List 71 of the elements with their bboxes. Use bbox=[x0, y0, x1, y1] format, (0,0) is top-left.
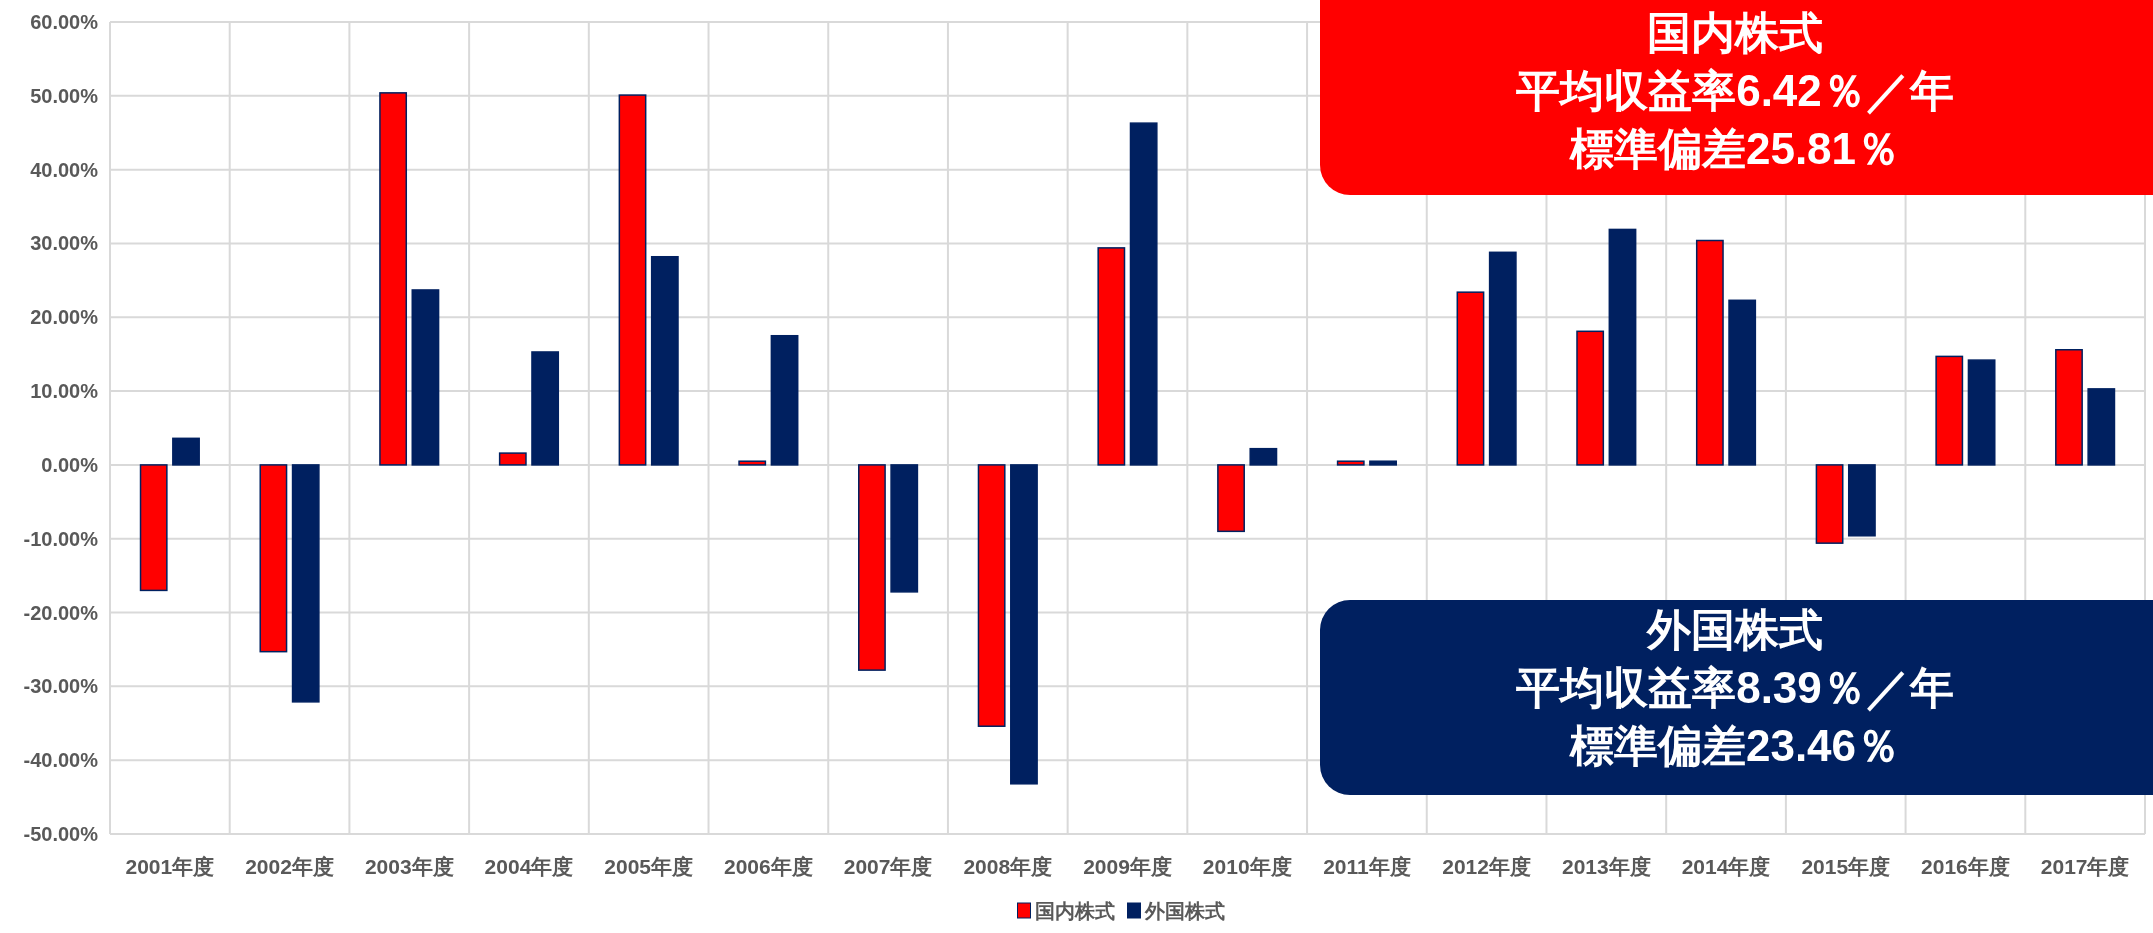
bar bbox=[2087, 388, 2116, 466]
bar bbox=[1728, 299, 1757, 466]
annotation: 平均収益率8.39％／年 bbox=[1516, 663, 1954, 712]
y-tick-label: -10.00% bbox=[23, 527, 99, 550]
bar bbox=[890, 464, 919, 593]
bar bbox=[1815, 464, 1844, 544]
y-tick-label: 50.00% bbox=[30, 84, 99, 107]
x-tick-label: 2017年度 bbox=[2040, 855, 2130, 878]
bar bbox=[1967, 359, 1996, 466]
x-tick-label: 2004年度 bbox=[484, 855, 574, 878]
bar bbox=[738, 460, 767, 466]
legend-label: 外国株式 bbox=[1143, 900, 1225, 922]
bar bbox=[379, 92, 408, 466]
x-tick-label: 2003年度 bbox=[364, 855, 454, 878]
x-tick-label: 2005年度 bbox=[604, 855, 694, 878]
x-tick-label: 2007年度 bbox=[843, 855, 933, 878]
bar bbox=[172, 437, 200, 466]
y-tick-label: 0.00% bbox=[41, 453, 99, 476]
x-tick-label: 2002年度 bbox=[245, 855, 334, 878]
bar bbox=[1576, 330, 1605, 466]
bar bbox=[1249, 447, 1278, 466]
annotation: 平均収益率6.42％／年 bbox=[1516, 66, 1954, 115]
bar bbox=[1456, 291, 1485, 466]
annotation: 標準偏差23.46％ bbox=[1568, 721, 1901, 770]
x-tick-label: 2014年度 bbox=[1681, 855, 1771, 878]
y-tick-label: -20.00% bbox=[23, 601, 99, 624]
x-tick-label: 2009年度 bbox=[1083, 855, 1172, 878]
bar bbox=[291, 464, 320, 703]
x-tick-label: 2016年度 bbox=[1921, 855, 2010, 878]
y-tick-label: 60.00% bbox=[30, 11, 99, 33]
annotation: 外国株式 bbox=[1645, 605, 1823, 654]
bar bbox=[1369, 460, 1397, 466]
y-tick-label: 20.00% bbox=[30, 306, 99, 329]
bar bbox=[1935, 355, 1964, 466]
bar bbox=[1695, 239, 1724, 466]
annotation: 標準偏差25.81％ bbox=[1568, 124, 1901, 173]
bar bbox=[259, 464, 288, 653]
x-tick-label: 2013年度 bbox=[1561, 855, 1651, 878]
x-tick-label: 2006年度 bbox=[724, 855, 813, 878]
bar bbox=[2055, 349, 2083, 466]
bar bbox=[1608, 228, 1637, 466]
bar bbox=[1010, 464, 1038, 785]
bar bbox=[1097, 247, 1126, 466]
y-tick-label: 30.00% bbox=[30, 232, 99, 255]
bar bbox=[1847, 464, 1876, 537]
bar bbox=[411, 289, 440, 466]
annotation: 国内株式 bbox=[1647, 8, 1823, 57]
y-tick-label: -50.00% bbox=[23, 823, 99, 845]
bar bbox=[618, 94, 647, 466]
y-tick-label: 10.00% bbox=[30, 380, 99, 403]
bar bbox=[858, 464, 886, 671]
bar bbox=[770, 334, 799, 466]
y-tick-label: -30.00% bbox=[23, 675, 99, 698]
x-tick-label: 2001年度 bbox=[125, 855, 215, 878]
bar bbox=[1336, 460, 1365, 466]
bar bbox=[531, 351, 560, 466]
bar bbox=[650, 255, 679, 466]
x-tick-label: 2010年度 bbox=[1202, 855, 1292, 878]
bar bbox=[498, 452, 527, 466]
bar bbox=[1488, 251, 1517, 466]
bar bbox=[1217, 464, 1245, 533]
bar bbox=[1129, 122, 1158, 466]
bar bbox=[977, 464, 1006, 727]
x-tick-label: 2011年度 bbox=[1323, 855, 1411, 878]
y-tick-label: 40.00% bbox=[30, 158, 99, 181]
x-tick-label: 2008年度 bbox=[963, 855, 1053, 878]
x-tick-label: 2012年度 bbox=[1442, 855, 1531, 878]
legend-label: 国内株式 bbox=[1034, 900, 1115, 922]
x-tick-label: 2015年度 bbox=[1801, 855, 1891, 878]
bar bbox=[139, 464, 168, 592]
y-tick-label: -40.00% bbox=[23, 749, 99, 772]
